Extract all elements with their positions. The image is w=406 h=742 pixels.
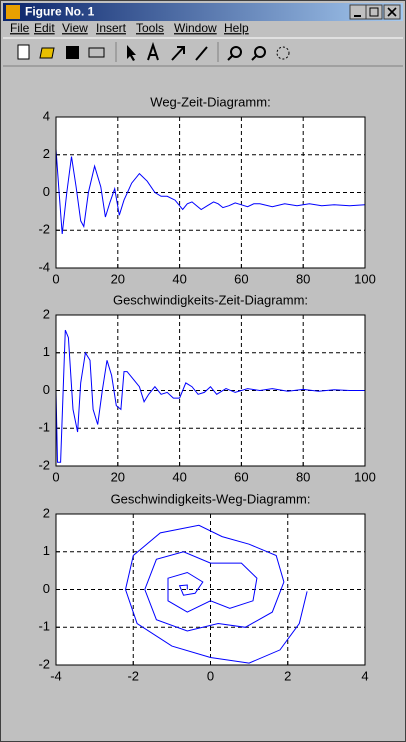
y-tick-label: 4 [43, 108, 50, 123]
zoom-in-tool[interactable] [230, 46, 242, 58]
x-tick-label: 40 [172, 469, 186, 484]
data-line [124, 524, 308, 664]
arrow-tool[interactable] [127, 45, 136, 61]
chart: Geschwindigkeits-Weg-Diagramm:-4 -2 0 2 4-2-… [38, 491, 368, 683]
open-icon[interactable] [39, 47, 55, 59]
close-icon [387, 7, 397, 17]
x-tick-label: 60 [234, 271, 248, 286]
chart-title: Weg-Zeit-Diagramm: [150, 94, 270, 109]
data-line [55, 149, 366, 235]
new-icon[interactable] [17, 44, 30, 60]
axes-box [55, 513, 366, 666]
x-tick-label: 80 [296, 271, 310, 286]
axes-box [55, 314, 366, 467]
menu-item[interactable]: Insert [96, 21, 127, 35]
title-bar [3, 3, 403, 21]
zoom-out-tool[interactable] [254, 46, 266, 58]
y-tick-label: -4 [38, 259, 50, 274]
data-line [55, 329, 365, 463]
x-tick-label: -2 [127, 668, 139, 683]
y-tick-label: -1 [38, 420, 50, 435]
x-tick-label: 100 [354, 271, 376, 286]
menu-item[interactable]: Edit [34, 21, 55, 35]
toolbar [17, 41, 290, 62]
menu-item[interactable]: Help [224, 21, 249, 35]
y-tick-label: -1 [38, 619, 50, 634]
x-tick-label: 0 [52, 469, 59, 484]
chart-title: Geschwindigkeits-Weg-Diagramm: [111, 491, 311, 506]
zoom-out-handle [251, 55, 257, 61]
arrow-draw-tool[interactable] [171, 46, 185, 61]
y-tick-label: 1 [43, 344, 50, 359]
chart: Geschwindigkeits-Zeit-Diagramm:0 20 40 60 80… [38, 292, 375, 484]
x-tick-label: 100 [354, 469, 376, 484]
y-tick-label: 0 [43, 581, 50, 596]
y-tick-label: 0 [43, 184, 50, 199]
x-tick-label: 4 [361, 668, 368, 683]
maximize-button[interactable] [365, 4, 383, 20]
save-icon[interactable] [66, 46, 79, 59]
y-tick-label: 2 [43, 146, 50, 161]
x-tick-label: 0 [207, 668, 214, 683]
menu-item[interactable]: View [62, 21, 88, 35]
x-tick-label: 40 [172, 271, 186, 286]
plots: Weg-Zeit-Diagramm:0 20 40 60 80 100-4-2024Ges… [38, 94, 375, 683]
rotate-tool[interactable] [276, 46, 290, 60]
chart-title: Geschwindigkeits-Zeit-Diagramm: [113, 292, 308, 307]
text-tool[interactable] [147, 41, 159, 61]
chart: Weg-Zeit-Diagramm: 0 20 40 60 80 100 -4 -2 0 2 4 [38, 94, 375, 286]
window-buttons[interactable] [349, 4, 401, 20]
y-tick-label: 0 [43, 382, 50, 397]
x-tick-label: 20 [111, 271, 125, 286]
y-tick-label: -2 [38, 656, 50, 671]
maximize-icon [369, 7, 379, 17]
axes-box [55, 116, 366, 269]
y-tick-label: 1 [43, 543, 50, 558]
menu-item[interactable]: Tools [136, 21, 164, 35]
print-icon[interactable] [88, 47, 105, 58]
x-tick-label: 20 [111, 469, 125, 484]
y-tick-label: -2 [38, 222, 50, 237]
x-tick-label: 0 [52, 271, 59, 286]
menu-item[interactable]: Window [174, 21, 217, 35]
menu-item[interactable]: File [10, 21, 30, 35]
window-title: Figure No. 1 [25, 5, 95, 19]
menu-bar: File Edit View Insert Tools Window Help [10, 21, 249, 35]
line-tool[interactable] [195, 46, 208, 61]
x-tick-label: 60 [234, 469, 248, 484]
x-tick-label: -4 [50, 668, 62, 683]
y-tick-label: -2 [38, 457, 50, 472]
zoom-in-handle [227, 55, 233, 61]
x-tick-label: 2 [284, 668, 291, 683]
y-tick-label: 2 [43, 306, 50, 321]
x-tick-label: 80 [296, 469, 310, 484]
app-icon [6, 5, 20, 19]
y-tick-label: 2 [43, 505, 50, 520]
